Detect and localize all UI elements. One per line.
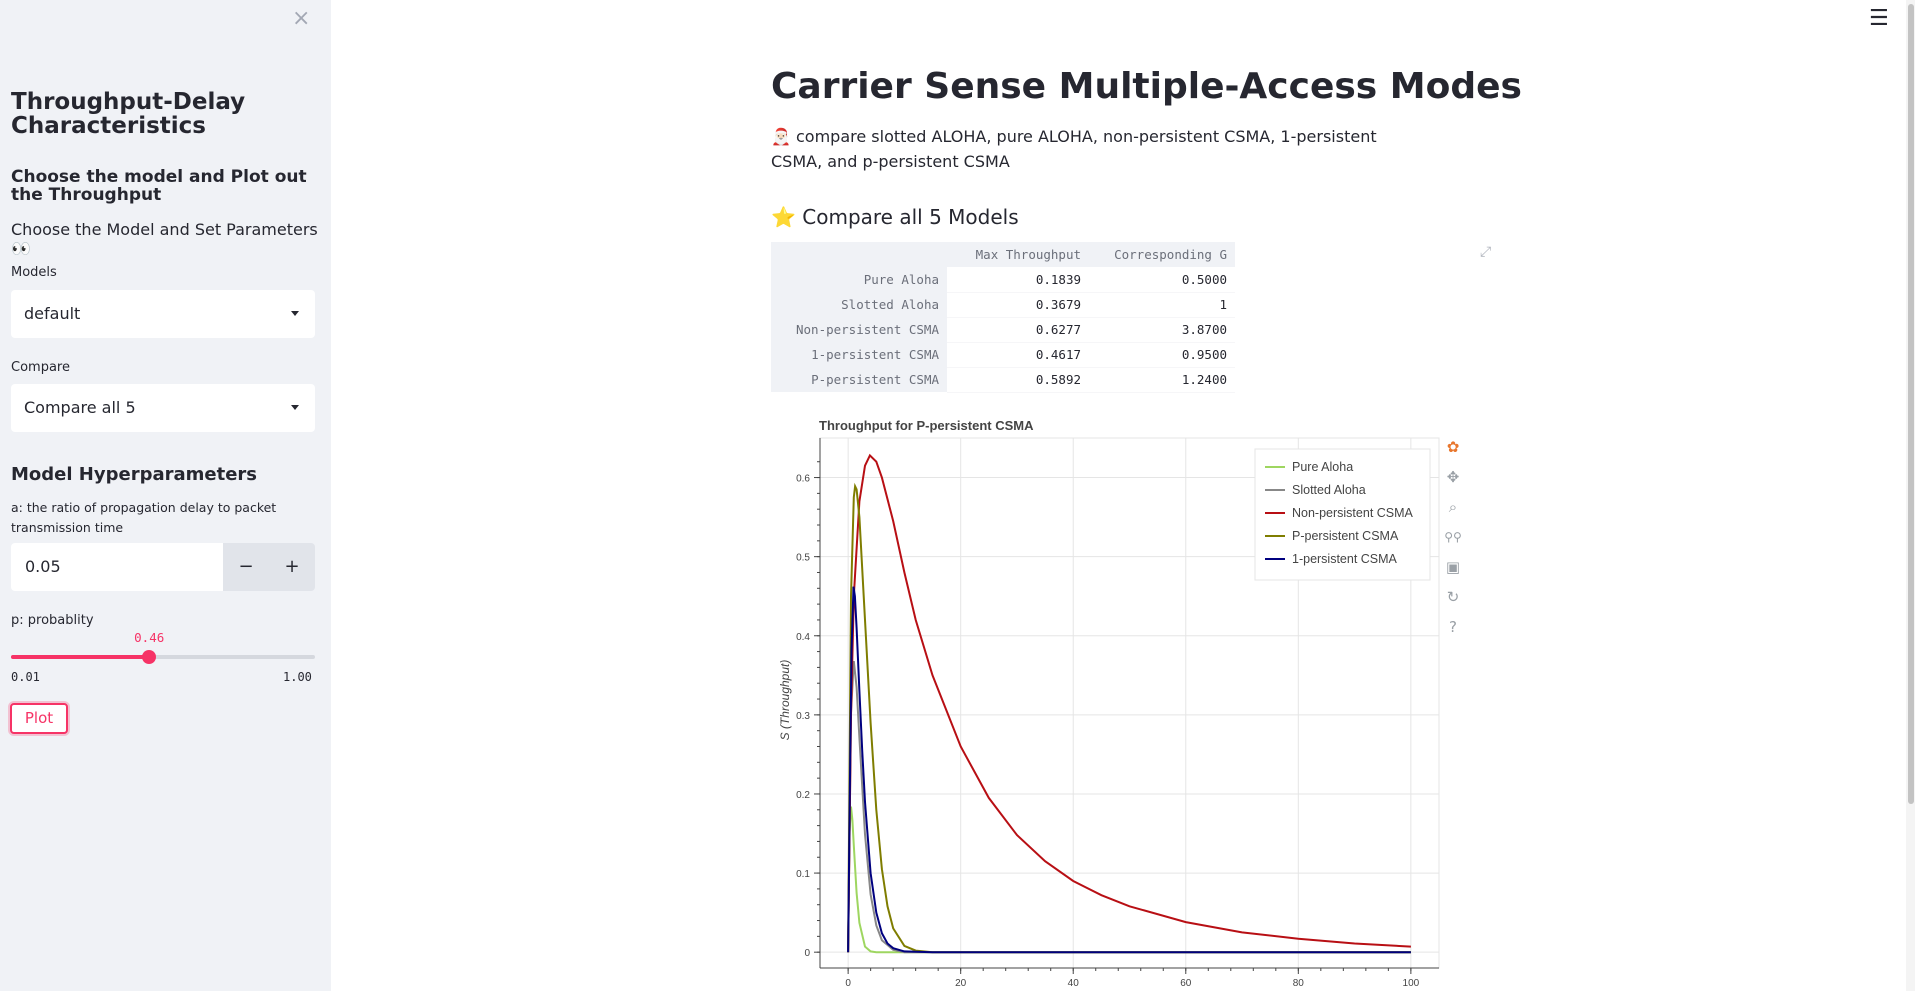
compare-label: Compare [11, 360, 70, 375]
y-tick-label: 0.2 [796, 790, 810, 801]
max-throughput-cell: 0.4617 [947, 342, 1089, 368]
chart-legend: Pure Aloha Slotted Aloha Non-persistent CS… [1254, 448, 1431, 581]
row-header: Slotted Aloha [771, 292, 947, 317]
p-slider-value: 0.46 [134, 630, 165, 645]
corresponding-g-cell: 0.5000 [1089, 267, 1235, 293]
column-header: Max Throughput [947, 242, 1089, 267]
models-select[interactable]: default [11, 290, 315, 338]
pan-icon[interactable]: ✥ [1446, 468, 1460, 486]
max-throughput-cell: 0.5892 [947, 367, 1089, 393]
sidebar-title: Throughput-Delay Characteristics [11, 89, 246, 139]
x-tick-label: 80 [1293, 978, 1305, 989]
scrollbar[interactable] [1906, 0, 1915, 991]
corresponding-g-cell: 0.9500 [1089, 342, 1235, 368]
row-header: P-persistent CSMA [771, 367, 947, 392]
increment-button[interactable]: + [284, 556, 300, 577]
chevron-down-icon [291, 405, 299, 410]
table-row: Slotted Aloha 0.3679 1 [771, 292, 1235, 318]
legend-item-label: Pure Aloha [1292, 460, 1353, 474]
x-tick-label: 20 [955, 978, 967, 989]
max-throughput-cell: 0.6277 [947, 317, 1089, 343]
row-header: Pure Aloha [771, 267, 947, 292]
decrement-button[interactable]: − [238, 556, 254, 577]
y-axis-label: S (Throughput) [778, 660, 792, 741]
chart-title: Throughput for P-persistent CSMA [819, 418, 1034, 433]
table-row: Pure Aloha 0.1839 0.5000 [771, 267, 1235, 293]
scrollbar-thumb[interactable] [1908, 4, 1914, 804]
y-tick-label: 0.1 [796, 869, 810, 880]
sidebar-subtitle: Choose the model and Plot out the Throug… [11, 167, 307, 205]
chevron-down-icon [291, 311, 299, 316]
p-slider-fill [11, 655, 150, 659]
legend-item-label: P-persistent CSMA [1292, 529, 1399, 543]
table-corner [771, 242, 947, 267]
table-row: 1-persistent CSMA 0.4617 0.9500 [771, 342, 1235, 368]
a-label: a: the ratio of propagation delay to pac… [11, 500, 277, 535]
table-row: Non-persistent CSMA 0.6277 3.8700 [771, 317, 1235, 343]
corresponding-g-cell: 1.2400 [1089, 367, 1235, 393]
x-tick-label: 100 [1403, 978, 1420, 989]
legend-item-label: Non-persistent CSMA [1292, 506, 1414, 520]
chart-axes: 0 20 40 60 80 100 0 0.1 0.2 0.3 0.4 0.5 0.6 [796, 438, 1439, 989]
save-icon[interactable]: ▣ [1445, 558, 1461, 576]
throughput-chart[interactable]: 0 20 40 60 80 100 0 0.1 0.2 0.3 0.4 0.5 0.6 Pure Alo… [771, 432, 1441, 991]
p-slider-min: 0.01 [11, 670, 40, 684]
box-zoom-icon[interactable]: ⌕ [1448, 498, 1458, 516]
section-title: ⭐ Compare all 5 Models [771, 205, 1019, 229]
x-tick-label: 0 [845, 978, 851, 989]
y-tick-label: 0.3 [796, 711, 810, 722]
max-throughput-cell: 0.1839 [947, 267, 1089, 293]
sidebar-instruction: Choose the Model and Set Parameters 👀 [11, 220, 318, 258]
chart-lines [847, 453, 1411, 954]
p-slider-max: 1.00 [283, 670, 312, 684]
hyperparameters-title: Model Hyperparameters [11, 464, 257, 485]
table-row: P-persistent CSMA 0.5892 1.2400 [771, 367, 1235, 393]
sidebar: × Throughput-Delay Characteristics Choos… [0, 0, 331, 991]
table-header-row: Max Throughput Corresponding G [771, 242, 1235, 267]
x-tick-label: 60 [1180, 978, 1192, 989]
close-sidebar-icon[interactable]: × [292, 6, 311, 31]
fullscreen-icon[interactable]: ⤢ [1480, 244, 1492, 260]
bokeh-logo-icon[interactable]: ✿ [1446, 438, 1460, 456]
menu-icon[interactable]: ☰ [1869, 6, 1889, 31]
y-tick-label: 0.4 [796, 632, 810, 643]
a-input[interactable]: 0.05 [11, 543, 223, 591]
legend-item-label: Slotted Aloha [1292, 483, 1366, 497]
series-line-1-persistent-csma [847, 586, 1411, 954]
compare-select[interactable]: Compare all 5 [11, 384, 315, 432]
p-slider-thumb[interactable] [142, 650, 157, 664]
wheel-zoom-icon[interactable]: ⚲⚲ [1444, 530, 1462, 544]
series-line-non-persistent-csma [847, 453, 1411, 953]
y-tick-label: 0 [804, 948, 810, 959]
p-label: p: probablity [11, 613, 94, 628]
reset-icon[interactable]: ↻ [1446, 588, 1460, 606]
page-description: 🎅🏻 compare slotted ALOHA, pure ALOHA, no… [771, 127, 1377, 171]
column-header: Corresponding G [1089, 242, 1235, 267]
y-tick-label: 0.6 [796, 474, 810, 485]
max-throughput-cell: 0.3679 [947, 292, 1089, 318]
help-icon[interactable]: ? [1449, 618, 1457, 636]
models-label: Models [11, 265, 57, 280]
corresponding-g-cell: 3.8700 [1089, 317, 1235, 343]
models-select-value: default [24, 304, 81, 323]
compare-select-value: Compare all 5 [24, 398, 136, 417]
y-tick-label: 0.5 [796, 553, 810, 564]
x-tick-label: 40 [1068, 978, 1080, 989]
p-slider[interactable] [11, 650, 315, 664]
results-table: Max Throughput Corresponding G Pure Aloh… [771, 242, 1235, 393]
row-header: 1-persistent CSMA [771, 342, 947, 367]
legend-item-label: 1-persistent CSMA [1292, 552, 1398, 566]
page-title: Carrier Sense Multiple-Access Modes [771, 66, 1522, 107]
corresponding-g-cell: 1 [1089, 292, 1235, 318]
plot-button[interactable]: Plot [10, 703, 68, 734]
a-stepper: − + [223, 543, 315, 591]
row-header: Non-persistent CSMA [771, 317, 947, 342]
